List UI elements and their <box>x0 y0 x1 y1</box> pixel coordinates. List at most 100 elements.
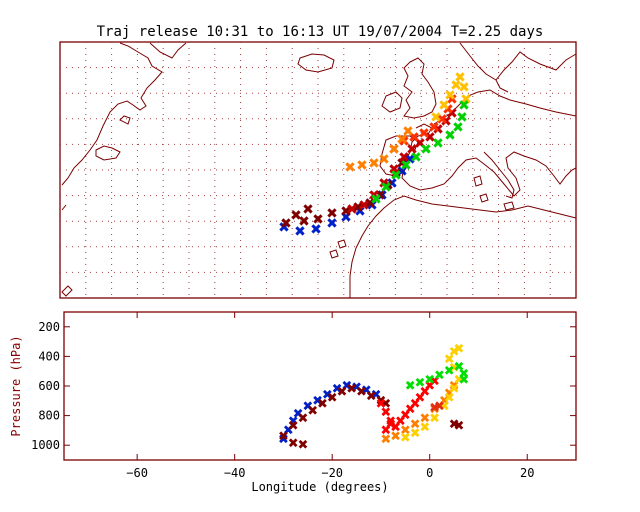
data-point: ✖ <box>312 394 323 409</box>
map-trajectory-point: ✖ <box>278 220 290 236</box>
coast-europe <box>401 89 577 197</box>
map-trajectory-point: ✖ <box>368 188 380 204</box>
data-point: ✖ <box>444 352 455 367</box>
data-point: ✖ <box>429 401 440 416</box>
coast-italy <box>483 151 515 199</box>
map-trajectory-point: ✖ <box>280 216 292 232</box>
data-point: ✖ <box>449 361 460 376</box>
map-trajectory-point: ✖ <box>432 136 444 152</box>
map-trajectory-point: ✖ <box>326 206 338 222</box>
map-trajectory-point: ✖ <box>340 204 352 220</box>
map-trajectory-point: ✖ <box>368 156 380 172</box>
data-point: ✖ <box>458 373 469 388</box>
map-trajectory-point: ✖ <box>408 130 420 146</box>
plot-series: ✖✖✖✖✖✖✖✖✖✖✖✖✖✖✖✖✖✖✖✖✖✖✖✖✖✖✖✖✖✖✖✖✖✖✖✖✖✖✖✖… <box>278 342 469 453</box>
data-point: ✖ <box>361 383 372 398</box>
data-point: ✖ <box>380 423 391 438</box>
data-point: ✖ <box>449 417 460 432</box>
data-point: ✖ <box>341 379 352 394</box>
map-trajectory-point: ✖ <box>436 112 448 128</box>
map-trajectory-point: ✖ <box>446 106 458 122</box>
map-trajectory-point: ✖ <box>458 98 470 114</box>
data-point: ✖ <box>415 376 426 391</box>
map-trajectory-point: ✖ <box>310 222 322 238</box>
data-point: ✖ <box>410 417 421 432</box>
map-trajectory-point: ✖ <box>404 152 416 168</box>
map-trajectory-point: ✖ <box>442 102 454 118</box>
map-trajectory-point: ✖ <box>398 150 410 166</box>
data-point: ✖ <box>288 419 299 434</box>
data-point: ✖ <box>429 412 440 427</box>
data-point: ✖ <box>415 391 426 406</box>
map-trajectory-point: ✖ <box>410 150 422 166</box>
map-trajectory-point: ✖ <box>340 210 352 226</box>
map-trajectory-point: ✖ <box>312 212 324 228</box>
data-point: ✖ <box>458 367 469 382</box>
map-trajectory-point: ✖ <box>456 110 468 126</box>
map-trajectory-point: ✖ <box>390 168 402 184</box>
map-trajectory-point: ✖ <box>396 132 408 148</box>
data-point: ✖ <box>297 412 308 427</box>
map-trajectory-point: ✖ <box>346 202 358 218</box>
data-point: ✖ <box>405 379 416 394</box>
data-point: ✖ <box>327 391 338 406</box>
coastline <box>61 42 577 298</box>
coast-greenland <box>149 42 187 59</box>
data-point: ✖ <box>302 400 313 415</box>
coast-canaries <box>329 239 347 259</box>
data-point: ✖ <box>449 382 460 397</box>
map-trajectory-point: ✖ <box>294 224 306 240</box>
data-point: ✖ <box>419 420 430 435</box>
map-trajectory-point: ✖ <box>326 216 338 232</box>
map-trajectory-point: ✖ <box>386 176 398 192</box>
data-point: ✖ <box>405 403 416 418</box>
x-axis-label: Longitude (degrees) <box>251 480 388 494</box>
map-trajectory-point: ✖ <box>438 98 450 114</box>
data-point: ✖ <box>419 385 430 400</box>
data-point: ✖ <box>444 391 455 406</box>
map-trajectory-point: ✖ <box>460 92 472 108</box>
map-trajectory-point: ✖ <box>354 204 366 220</box>
map-trajectory-point: ✖ <box>396 156 408 172</box>
y-tick-label: 1000 <box>31 438 60 452</box>
data-point: ✖ <box>351 380 362 395</box>
map-trajectory-point: ✖ <box>400 158 412 174</box>
data-point: ✖ <box>444 386 455 401</box>
data-point: ✖ <box>371 388 382 403</box>
map-trajectory-point: ✖ <box>430 110 442 126</box>
data-point: ✖ <box>454 419 465 434</box>
data-point: ✖ <box>454 342 465 357</box>
data-point: ✖ <box>332 382 343 397</box>
map-trajectory-point: ✖ <box>444 88 456 104</box>
map-trajectory-point: ✖ <box>380 180 392 196</box>
map-trajectory-point: ✖ <box>352 200 364 216</box>
data-point: ✖ <box>375 394 386 409</box>
data-point: ✖ <box>400 409 411 424</box>
data-point: ✖ <box>449 345 460 360</box>
map-trajectory-point: ✖ <box>374 188 386 204</box>
data-point: ✖ <box>439 400 450 415</box>
coast-scandinavia <box>459 42 577 93</box>
map-trajectories: ✖ ✖ ✖ ✖ ✖ ✖ ✖✖✖✖✖✖✖ ✖✖ ✖ ✖ ✖ ✖ ✖✖✖✖✖✖ ✖✖✖✖✖✖✖✖✖✖✖✖✖✖✖… <box>278 70 472 240</box>
map-trajectory-point: ✖ <box>396 164 408 180</box>
map-trajectory-point: ✖ <box>444 128 456 144</box>
data-point: ✖ <box>400 431 411 446</box>
coast-iceland <box>297 53 335 73</box>
coast-north-america <box>61 42 163 211</box>
map-trajectory-point: ✖ <box>366 198 378 214</box>
coast-ireland <box>381 91 403 113</box>
map-trajectory-point: ✖ <box>432 122 444 138</box>
coast-great-britain <box>403 57 437 119</box>
data-point: ✖ <box>439 394 450 409</box>
data-point: ✖ <box>454 373 465 388</box>
map-trajectory-point: ✖ <box>388 142 400 158</box>
data-point: ✖ <box>307 404 318 419</box>
x-tick-label: −20 <box>321 466 343 480</box>
data-point: ✖ <box>283 423 294 438</box>
data-point: ✖ <box>419 412 430 427</box>
data-point: ✖ <box>434 369 445 384</box>
map-trajectory-point: ✖ <box>450 78 462 94</box>
coast-africa <box>349 195 577 298</box>
